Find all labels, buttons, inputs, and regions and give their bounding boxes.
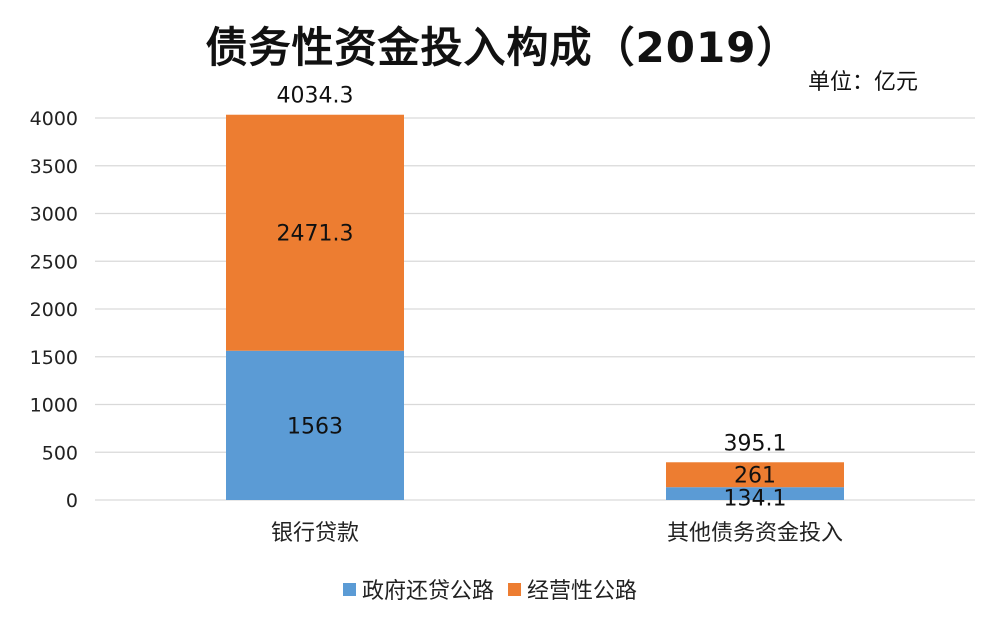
- unit-label: 单位：亿元: [808, 70, 919, 95]
- data-label: 134.1: [724, 487, 787, 512]
- bar-segment: [666, 462, 844, 488]
- bar-segment: [226, 114, 404, 351]
- legend-swatch: [508, 583, 522, 596]
- chart-title: 债务性资金投入构成（2019）: [205, 23, 800, 72]
- y-tick-label: 1000: [30, 395, 78, 417]
- x-category-label: 银行贷款: [271, 521, 359, 546]
- total-label: 395.1: [724, 431, 787, 456]
- y-tick-label: 500: [42, 442, 78, 464]
- y-tick-label: 1500: [30, 347, 78, 369]
- data-label: 261: [734, 464, 776, 489]
- legend-label: 政府还贷公路: [362, 579, 494, 604]
- data-label: 1563: [287, 414, 343, 439]
- y-tick-label: 0: [66, 490, 78, 512]
- total-label: 4034.3: [277, 84, 354, 109]
- y-tick-label: 2000: [30, 299, 78, 321]
- data-label: 2471.3: [277, 222, 354, 247]
- y-tick-label: 3000: [30, 204, 78, 226]
- x-category-label: 其他债务资金投入: [667, 521, 843, 546]
- y-tick-label: 2500: [30, 251, 78, 273]
- bar-segment: [666, 487, 844, 500]
- y-tick-label: 4000: [30, 108, 78, 130]
- legend-label: 经营性公路: [527, 579, 637, 604]
- y-tick-label: 3500: [30, 156, 78, 178]
- bar-segment: [226, 350, 404, 500]
- legend-swatch: [343, 583, 356, 596]
